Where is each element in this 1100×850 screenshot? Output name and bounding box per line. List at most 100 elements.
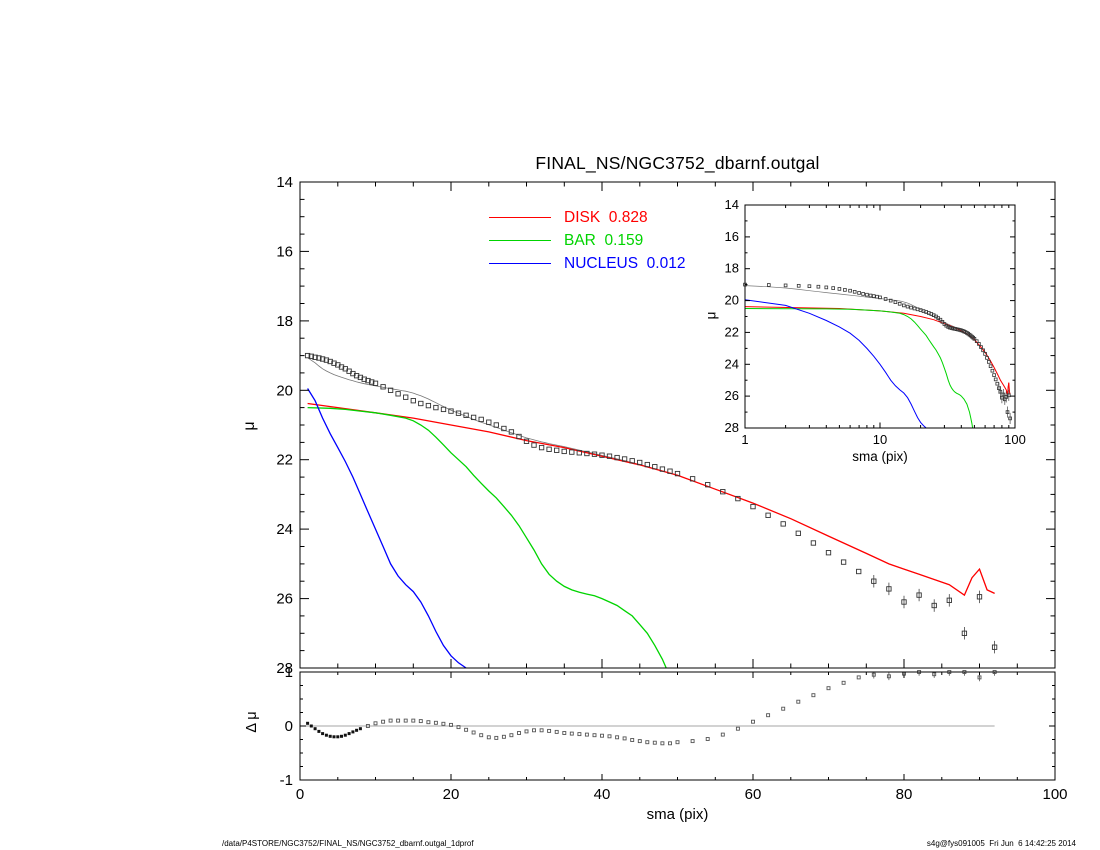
inset-observed-point: [979, 345, 983, 349]
residual-point: [622, 736, 627, 741]
inset-observed-point: [995, 381, 1000, 386]
residual-point: [355, 728, 359, 732]
observed-point: [418, 400, 424, 407]
inset-observed-point: [981, 348, 985, 353]
legend-line-sample: [489, 217, 551, 218]
observed-point: [606, 453, 613, 459]
nucleus-line: [307, 388, 467, 669]
residual-point: [486, 735, 491, 740]
residual-point: [637, 739, 642, 744]
inset-nucleus-line: [744, 299, 927, 429]
svg-text:1: 1: [741, 432, 748, 447]
svg-text:28: 28: [725, 420, 739, 435]
residual-point: [464, 727, 469, 732]
residual-point: [751, 719, 755, 724]
inset-observed-point: [843, 288, 847, 292]
observed-point: [621, 456, 628, 462]
residual-point: [321, 732, 325, 736]
inset-observed-point: [861, 292, 865, 296]
observed-point: [886, 586, 892, 592]
residual-point: [652, 740, 657, 745]
observed-point: [361, 376, 367, 382]
residual-point: [569, 731, 574, 736]
observed-point: [705, 482, 711, 488]
inset-observed-point: [1001, 392, 1006, 397]
observed-point: [470, 414, 477, 421]
svg-text:20: 20: [725, 293, 739, 308]
residual-point: [418, 719, 423, 724]
inset-observed-point: [878, 295, 882, 300]
observed-point: [614, 454, 620, 461]
residual-point: [449, 722, 453, 727]
residual-point: [358, 727, 362, 731]
observed-point: [637, 459, 643, 466]
residual-point: [630, 738, 635, 742]
y-axis-label-mu: μ: [241, 421, 258, 431]
disk-line: [307, 402, 995, 597]
residual-point: [539, 728, 544, 733]
svg-text:26: 26: [725, 388, 739, 403]
inset-observed-point: [893, 300, 898, 304]
observed-point: [304, 352, 311, 359]
observed-point: [576, 450, 582, 456]
svg-text:80: 80: [896, 786, 913, 803]
svg-text:18: 18: [725, 261, 739, 276]
svg-text:20: 20: [276, 382, 293, 399]
observed-point: [584, 450, 590, 457]
residual-point: [720, 732, 725, 737]
observed-point: [652, 464, 658, 470]
residual-point: [607, 734, 612, 739]
residual-point: [388, 718, 393, 723]
observed-point: [546, 446, 552, 452]
svg-text:100: 100: [1042, 786, 1067, 803]
observed-point: [493, 422, 499, 428]
inset-observed-point: [990, 368, 995, 373]
observed-point: [810, 540, 817, 546]
residual-point: [584, 732, 589, 737]
residual-point: [509, 733, 514, 738]
residual-point: [313, 727, 317, 731]
svg-text:20: 20: [443, 786, 460, 803]
svg-text:1: 1: [285, 664, 293, 681]
inset-bar-line: [744, 308, 974, 429]
observed-point: [463, 412, 469, 418]
residual-point: [592, 733, 597, 738]
svg-text:40: 40: [594, 786, 611, 803]
residual-axes: 10-10 20 40 60 80 100: [280, 664, 1068, 803]
observed-point: [312, 354, 318, 360]
observed-point: [403, 394, 409, 400]
residual-point: [615, 735, 620, 740]
observed-point: [591, 451, 598, 457]
footer-user-timestamp: s4g@fys091005 Fri Jun 6 14:42:25 2014: [926, 839, 1076, 848]
observed-point: [380, 384, 386, 390]
legend: DISK 0.828 BAR 0.159 NUCLEUS 0.012: [489, 206, 685, 275]
legend-line-sample: [489, 263, 551, 264]
observed-point: [901, 599, 907, 605]
observed-point: [440, 406, 447, 413]
observed-point: [323, 357, 330, 363]
inset-observed-point: [985, 356, 989, 360]
observed-point: [644, 461, 650, 468]
legend-label: DISK 0.828: [564, 208, 648, 226]
inset-observed-point: [972, 336, 977, 341]
observed-point: [353, 373, 360, 379]
observed-point: [508, 429, 515, 435]
observed-point: [410, 398, 416, 404]
svg-text:24: 24: [725, 356, 739, 371]
residual-point: [351, 730, 355, 734]
inset-observed-point: [1007, 393, 1011, 398]
bar-line: [307, 406, 667, 669]
observed-point: [372, 380, 379, 386]
svg-text:10: 10: [873, 432, 887, 447]
observed-point: [486, 419, 492, 425]
legend-item-disk: DISK 0.828: [489, 206, 685, 229]
residual-point: [547, 728, 552, 733]
observed-point: [387, 387, 394, 393]
residual-point: [343, 733, 347, 737]
observed-point: [599, 452, 605, 458]
observed-point: [433, 404, 439, 411]
svg-text:100: 100: [1004, 432, 1026, 447]
svg-text:16: 16: [725, 229, 739, 244]
residual-point: [811, 693, 816, 698]
